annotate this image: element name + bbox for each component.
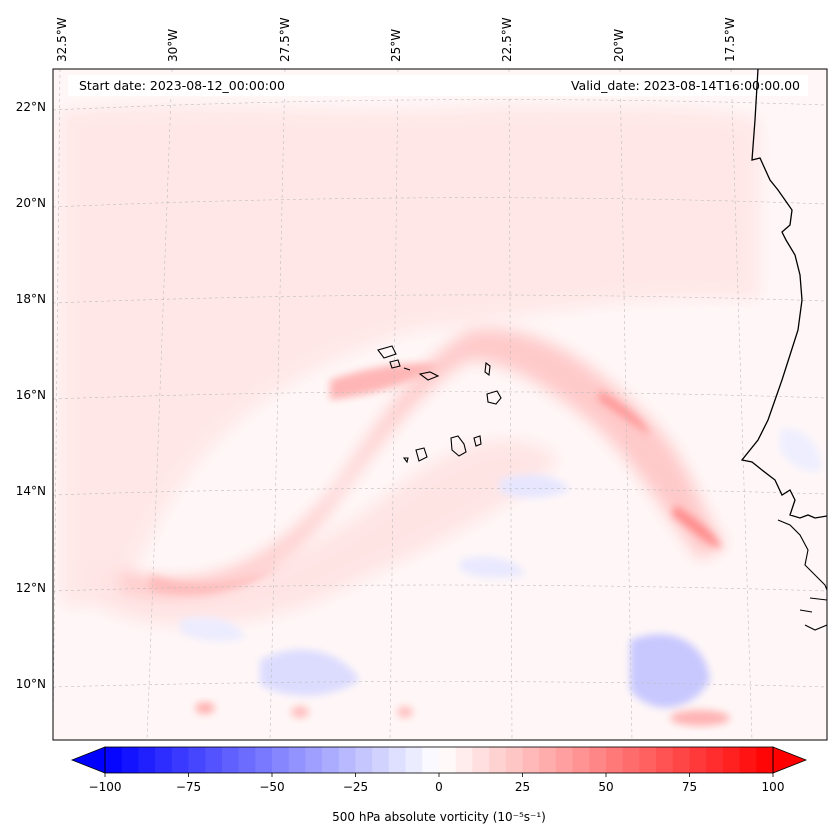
colorbar-cell bbox=[405, 747, 423, 773]
colorbar-cell bbox=[355, 747, 373, 773]
colorbar-extend-max-arrow bbox=[772, 746, 808, 774]
lon-label: 17.5°W bbox=[723, 17, 737, 62]
colorbar-cell bbox=[706, 747, 724, 773]
colorbar-tick-label: −75 bbox=[176, 780, 201, 794]
colorbar-cell bbox=[272, 747, 290, 773]
gridlines bbox=[53, 69, 827, 740]
colorbar-cell bbox=[489, 747, 507, 773]
lat-label: 16°N bbox=[16, 388, 46, 402]
colorbar-cell bbox=[121, 747, 139, 773]
colorbar-cell bbox=[539, 747, 557, 773]
colorbar-cell bbox=[188, 747, 206, 773]
colorbar-cell bbox=[522, 747, 540, 773]
lon-label: 25°W bbox=[389, 29, 403, 62]
colorbar-cell bbox=[639, 747, 657, 773]
lat-label: 20°N bbox=[16, 196, 46, 210]
lon-label: 27.5°W bbox=[278, 17, 292, 62]
lat-label: 22°N bbox=[16, 100, 46, 114]
colorbar-cell bbox=[472, 747, 490, 773]
lat-label: 14°N bbox=[16, 484, 46, 498]
colorbar-cell bbox=[555, 747, 574, 773]
colorbar-cell bbox=[422, 747, 440, 773]
colorbar-cell bbox=[155, 747, 173, 773]
colorbar-cell bbox=[105, 747, 123, 773]
colorbar-cell bbox=[656, 747, 674, 773]
lon-label: 32.5°W bbox=[55, 17, 69, 62]
colorbar-cell bbox=[739, 747, 757, 773]
cape-verde-islands bbox=[377, 345, 502, 464]
lon-label: 30°W bbox=[166, 29, 180, 62]
colorbar-tick-label: 100 bbox=[762, 780, 785, 794]
lat-label: 10°N bbox=[16, 677, 46, 691]
colorbar-extend-min-arrow bbox=[70, 746, 106, 774]
colorbar-cell bbox=[505, 747, 523, 773]
colorbar-cell bbox=[138, 747, 156, 773]
colorbar-cell bbox=[606, 747, 624, 773]
map-panel: Start date: 2023-08-12_00:00:00 Valid_da… bbox=[52, 68, 828, 741]
colorbar-cell bbox=[722, 747, 741, 773]
colorbar-cell bbox=[439, 747, 457, 773]
colorbar-ticks: −100 −75 −50 −25 0 25 50 75 100 bbox=[89, 773, 785, 794]
colorbar-tick-label: 25 bbox=[515, 780, 530, 794]
valid-date-label: Valid_date: 2023-08-14T16:00:00.00 bbox=[571, 78, 800, 93]
colorbar-cell bbox=[388, 747, 407, 773]
colorbar-cell bbox=[372, 747, 390, 773]
colorbar-cell bbox=[622, 747, 640, 773]
colorbar-cell bbox=[171, 747, 189, 773]
colorbar-cell bbox=[238, 747, 256, 773]
colorbar-cell bbox=[221, 747, 240, 773]
colorbar-cell bbox=[589, 747, 607, 773]
lat-label: 18°N bbox=[16, 292, 46, 306]
colorbar-tick-label: 75 bbox=[682, 780, 697, 794]
header-strip bbox=[68, 75, 808, 96]
map-frame bbox=[52, 68, 828, 741]
longitude-axis: 32.5°W 30°W 27.5°W 25°W 22.5°W 20°W 17.5… bbox=[55, 17, 737, 62]
colorbar-cell bbox=[305, 747, 323, 773]
lon-label: 22.5°W bbox=[500, 17, 514, 62]
vorticity-field bbox=[53, 69, 827, 740]
colorbar-cell bbox=[455, 747, 473, 773]
colorbar-cell bbox=[572, 747, 590, 773]
colorbar-tick-label: −100 bbox=[89, 780, 122, 794]
lat-label: 12°N bbox=[16, 581, 46, 595]
latitude-axis: 22°N 20°N 18°N 16°N 14°N 12°N 10°N bbox=[16, 100, 46, 691]
colorbar-cell bbox=[288, 747, 306, 773]
colorbar-tick-label: 0 bbox=[435, 780, 443, 794]
colorbar-cell bbox=[338, 747, 356, 773]
colorbar-cell bbox=[205, 747, 223, 773]
colorbar-cell bbox=[255, 747, 273, 773]
lon-label: 20°W bbox=[612, 29, 626, 62]
colorbar-cell bbox=[756, 747, 774, 773]
colorbar-label: 500 hPa absolute vorticity (10⁻⁵s⁻¹) bbox=[332, 810, 546, 824]
colorbar-tick-label: −25 bbox=[343, 780, 368, 794]
colorbar-tick-label: 50 bbox=[598, 780, 613, 794]
colorbar-cells bbox=[105, 747, 774, 773]
colorbar: −100 −75 −50 −25 0 25 50 75 100 500 hPa absolute… bbox=[70, 746, 808, 824]
africa-coastline bbox=[740, 69, 827, 519]
start-date-label: Start date: 2023-08-12_00:00:00 bbox=[79, 78, 285, 93]
colorbar-cell bbox=[672, 747, 690, 773]
colorbar-cell bbox=[689, 747, 707, 773]
colorbar-tick-label: −50 bbox=[259, 780, 284, 794]
colorbar-cell bbox=[322, 747, 340, 773]
